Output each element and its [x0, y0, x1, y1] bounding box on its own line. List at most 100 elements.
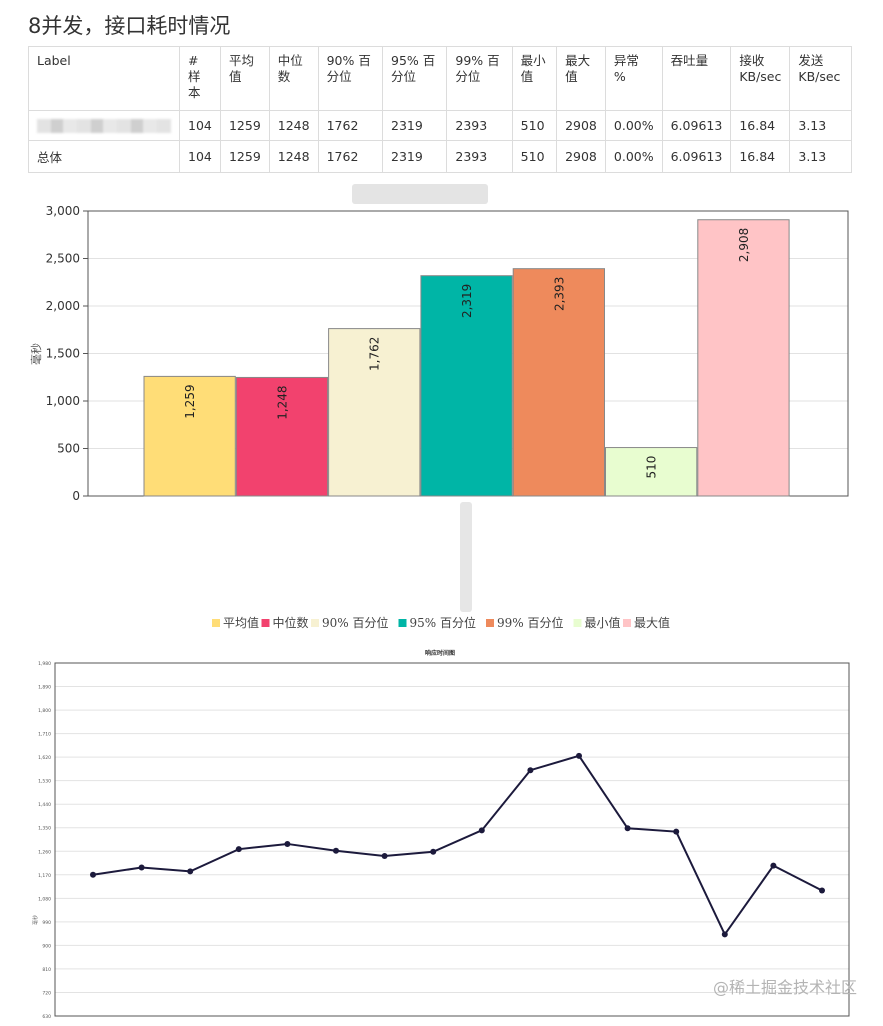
data-point: [478, 827, 485, 834]
table-cell: 2908: [556, 110, 606, 141]
plot-frame: [54, 662, 850, 1017]
y-tick-label: 720: [42, 990, 51, 996]
y-axis-label: 毫秒: [32, 915, 39, 925]
table-cell: 6.09613: [661, 140, 732, 173]
legend-label: 99% 百分位: [497, 615, 564, 630]
legend-label: 90% 百分位: [322, 615, 389, 630]
y-tick-label: 1,350: [38, 826, 51, 832]
table-cell: 510: [511, 140, 558, 173]
redacted-title-part: [352, 184, 488, 204]
redacted-x-label: [460, 502, 472, 612]
legend-swatch: [311, 619, 319, 627]
table-row: 总体 104 1259 1248 1762 2319 2393 510 2908 0.00% 6.0…: [28, 140, 852, 173]
y-tick-label: 990: [42, 920, 51, 926]
data-point: [381, 852, 388, 859]
y-tick-label: 2,500: [46, 252, 80, 266]
column-header: Label: [28, 46, 180, 111]
table-cell: 16.84: [730, 140, 791, 173]
table-row: 104 1259 1248 1762 2319 2393 510 2908 0.00% 6.096…: [28, 110, 852, 141]
table-cell: 6.09613: [661, 110, 732, 141]
bar: [143, 375, 236, 497]
column-header: 中位数: [268, 46, 319, 111]
table-cell: 2908: [556, 140, 606, 173]
aggregate-report-table: Label # 样本平均值中位数 90% 百分位 95% 百分位 99% 百分位 最小值最大…: [28, 46, 852, 173]
bar: [697, 219, 790, 497]
bar: [605, 447, 698, 497]
y-tick-label: 1,440: [38, 802, 51, 808]
y-tick-label: 1,260: [38, 849, 51, 855]
data-point: [284, 840, 291, 847]
legend-label: 平均值: [223, 615, 259, 630]
table-cell: 0.00%: [604, 140, 663, 173]
bar: [235, 376, 329, 497]
data-point: [819, 887, 825, 894]
table-header-row: Label # 样本平均值中位数 90% 百分位 95% 百分位 99% 百分位 最小值最大…: [28, 46, 852, 111]
table-cell: 1248: [268, 110, 319, 141]
data-point: [527, 767, 534, 774]
chart-title: 响应时间图: [425, 649, 455, 657]
page-title: 8并发，接口耗时情况: [28, 14, 231, 38]
column-header: 吞吐量: [661, 46, 732, 111]
y-tick-label: 1,890: [38, 685, 51, 691]
bar: [420, 275, 513, 497]
legend-label: 最小值: [585, 615, 621, 630]
column-header: 平均值: [219, 46, 270, 111]
table-cell: 2319: [381, 110, 448, 141]
table-cell: 104: [179, 140, 221, 173]
y-tick-label: 1,000: [46, 394, 80, 408]
redacted-label: [37, 119, 171, 134]
table-cell: 1259: [219, 110, 270, 141]
legend-swatch: [398, 619, 407, 627]
legend-label: 中位数: [273, 615, 309, 630]
y-tick-label: 1,710: [38, 732, 51, 738]
bar-chart: 接口05001,0001,5002,0002,5003,000毫秒1,2591,…: [29, 184, 849, 630]
y-tick-label: 630: [42, 1014, 51, 1020]
table-cell: 2319: [381, 140, 448, 173]
legend-swatch: [261, 619, 270, 627]
y-tick-label: 1,620: [38, 755, 51, 761]
y-tick-label: 1,980: [38, 661, 51, 667]
data-point: [430, 848, 437, 855]
y-tick-label: 1,500: [46, 347, 80, 361]
y-axis-label: 毫秒: [29, 343, 43, 365]
data-point: [721, 931, 728, 938]
y-tick-label: 1,800: [38, 708, 51, 714]
data-point: [187, 868, 194, 875]
bar-data-label: 1,762: [368, 337, 382, 371]
legend-label: 95% 百分位: [410, 615, 477, 630]
column-header: 最小值: [511, 46, 558, 111]
bar-data-label: 1,248: [275, 385, 289, 419]
table-cell: 1762: [317, 110, 384, 141]
bar-data-label: 510: [645, 456, 659, 479]
legend-swatch: [212, 619, 220, 627]
line-chart: 响应时间图 630 720 810 900 990 1,080 1,170 1,260 1,350…: [32, 649, 850, 1020]
bar-data-label: 2,319: [460, 284, 474, 318]
legend-swatch: [623, 619, 631, 627]
y-tick-label: 2,000: [46, 299, 80, 313]
column-header: # 样本: [179, 46, 221, 111]
watermark: @稀土掘金技术社区: [712, 978, 857, 997]
bar-data-label: 2,393: [552, 277, 566, 311]
column-header: 最大值: [556, 46, 606, 111]
table-cell: 104: [179, 110, 221, 141]
data-point: [90, 871, 96, 878]
data-point: [576, 752, 582, 759]
legend-swatch: [573, 619, 582, 627]
table-cell: 2393: [446, 110, 513, 141]
table-cell: 3.13: [789, 140, 852, 173]
y-tick-label: 1,170: [38, 873, 51, 879]
table-cell: 1259: [219, 140, 270, 173]
legend-swatch: [486, 619, 494, 627]
y-tick-label: 3,000: [46, 204, 80, 218]
column-header: 95% 百分位: [381, 46, 448, 111]
legend-label: 最大值: [634, 615, 670, 630]
data-point: [673, 828, 680, 835]
bar-data-label: 2,908: [737, 228, 751, 262]
column-header: 发送 KB/sec: [789, 46, 852, 111]
table-cell: 2393: [446, 140, 513, 173]
y-tick-label: 810: [42, 967, 51, 973]
column-header: 异常%: [604, 46, 663, 111]
data-point: [624, 825, 631, 832]
table-cell: 510: [511, 110, 558, 141]
column-header: 99% 百分位: [446, 46, 513, 111]
